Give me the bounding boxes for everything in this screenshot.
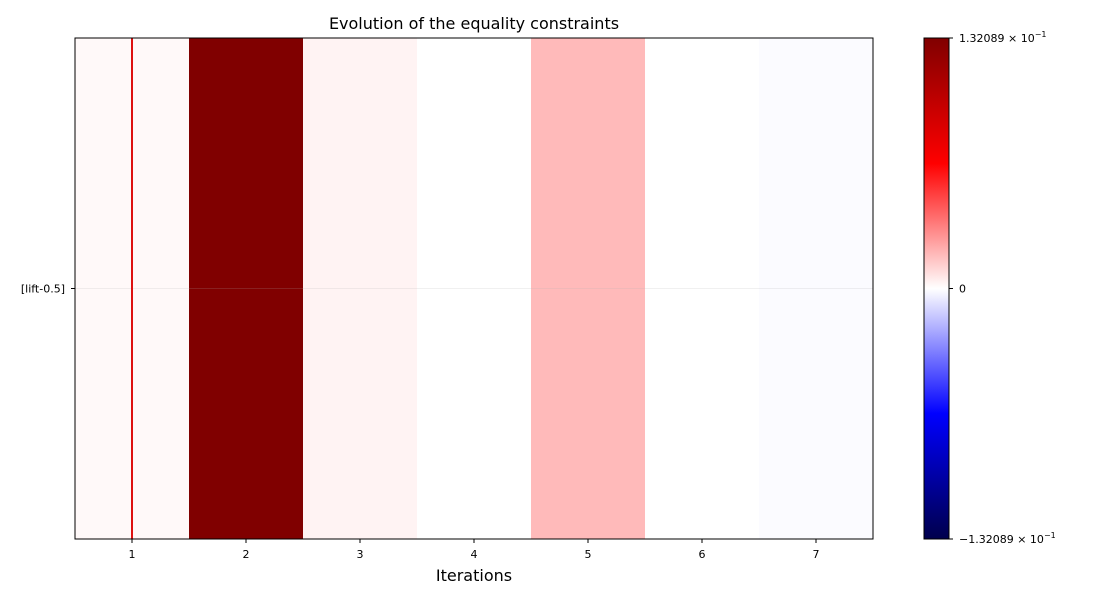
y-axis-ticks: [lift-0.5] <box>21 283 75 296</box>
x-tick-label: 3 <box>357 548 364 561</box>
heatmap-cell <box>759 38 874 539</box>
colorbar <box>923 37 950 540</box>
colorbar-ticks: 1.32089 × 10−1 0 −1.32089 × 10−1 <box>949 30 1056 546</box>
x-axis-ticks: 1 2 3 4 5 6 7 <box>129 539 820 561</box>
heatmap-cell <box>531 38 646 539</box>
x-tick-label: 7 <box>813 548 820 561</box>
colorbar-tick-max: 1.32089 × 10−1 <box>959 30 1047 45</box>
colorbar-tick-min: −1.32089 × 10−1 <box>959 531 1056 546</box>
colorbar-tick-zero: 0 <box>959 283 966 296</box>
heatmap-cell <box>303 38 418 539</box>
x-tick-label: 5 <box>585 548 592 561</box>
chart-title: Evolution of the equality constraints <box>329 14 619 33</box>
x-axis-label: Iterations <box>436 566 512 585</box>
y-tick-label: [lift-0.5] <box>21 283 65 296</box>
x-tick-label: 6 <box>699 548 706 561</box>
x-tick-label: 2 <box>243 548 250 561</box>
x-tick-label: 4 <box>471 548 478 561</box>
x-tick-label: 1 <box>129 548 136 561</box>
heatmap-cell <box>417 38 532 539</box>
heatmap-cell <box>645 38 760 539</box>
heatmap-cell <box>189 38 304 539</box>
heatmap-cells <box>75 38 874 539</box>
